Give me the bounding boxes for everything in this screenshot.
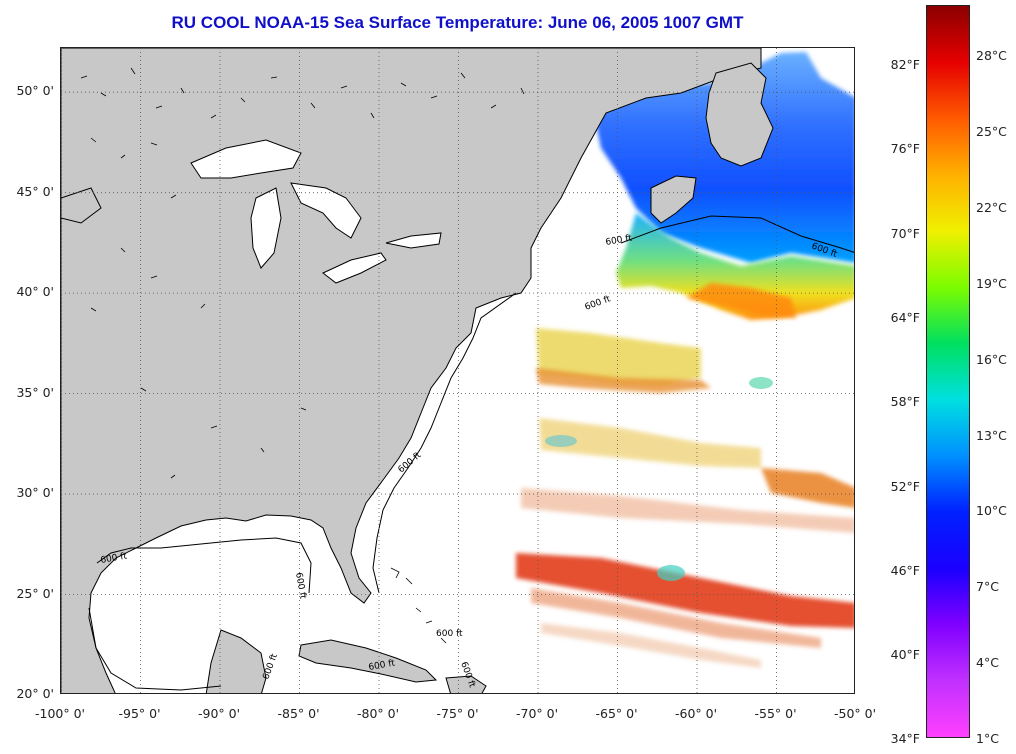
- longitude-label: -55° 0': [754, 706, 797, 721]
- colorbar-f-label: 70°F: [890, 226, 920, 241]
- longitude-label: -50° 0': [833, 706, 877, 721]
- isobath-label: 600 ft: [605, 233, 633, 248]
- colorbar-c-label: 25°C: [976, 124, 1007, 139]
- latitude-label: 30° 0': [16, 485, 54, 501]
- colorbar-c-label: 16°C: [976, 352, 1007, 367]
- latitude-label: 40° 0': [16, 284, 54, 300]
- yucatan: [205, 629, 267, 693]
- isobath-label: 600 ft: [100, 551, 128, 566]
- isobath-label: 600 ft: [436, 629, 463, 639]
- colorbar-f-label: 64°F: [890, 310, 920, 325]
- colorbar-c-label: 13°C: [976, 428, 1007, 443]
- longitude-label: -85° 0': [277, 706, 320, 721]
- isobath-label: 600 ft: [584, 294, 613, 313]
- colorbar-c-label: 28°C: [976, 48, 1007, 63]
- longitude-label: -60° 0': [674, 706, 718, 721]
- colorbar-c-label: 19°C: [976, 276, 1007, 291]
- newfoundland: [705, 62, 774, 167]
- latitude-label: 25° 0': [16, 585, 54, 601]
- isobath-lines: [88, 215, 854, 691]
- coast-detail: [80, 67, 525, 644]
- colorbar-f-label: 58°F: [890, 394, 920, 409]
- longitude-label: -100° 0': [35, 706, 85, 721]
- colorbar-c-label: 4°C: [976, 655, 999, 670]
- north-america-landmass: [61, 48, 762, 693]
- colorbar-f-label: 52°F: [890, 479, 920, 494]
- sst-swaths: [516, 328, 854, 668]
- great-lakes: [61, 139, 442, 284]
- land-masses: [61, 48, 774, 693]
- sst-map: 600 ft 600 ft 600 ft 600 ft 600 ft 600 ft 600 …: [60, 47, 855, 694]
- cuba: [298, 639, 438, 683]
- colorbar-f-label: 82°F: [890, 57, 920, 72]
- nova-scotia: [650, 175, 697, 224]
- latitude-label: 20° 0': [16, 686, 54, 701]
- colorbar-c-label: 22°C: [976, 200, 1007, 215]
- latitude-label: 35° 0': [16, 384, 54, 400]
- colorbar-c-label: 10°C: [976, 503, 1007, 518]
- isobath-label: 600 ft: [368, 658, 396, 673]
- graticule: [61, 48, 854, 693]
- hispaniola: [445, 675, 487, 693]
- temperature-colorbar: [926, 5, 970, 738]
- latitude-label: 45° 0': [16, 183, 54, 199]
- colorbar-f-label: 40°F: [890, 647, 920, 662]
- longitude-label: -70° 0': [515, 706, 559, 721]
- longitude-label: -95° 0': [118, 706, 161, 721]
- colorbar-f-label: 46°F: [890, 563, 920, 578]
- longitude-label: -80° 0': [356, 706, 400, 721]
- isobath-label: 600 ft: [293, 572, 308, 600]
- longitude-label: -65° 0': [595, 706, 638, 721]
- longitude-label: -90° 0': [197, 706, 241, 721]
- map-title: RU COOL NOAA-15 Sea Surface Temperature:…: [171, 13, 744, 32]
- colorbar-f-label: 34°F: [890, 731, 920, 746]
- colorbar-f-label: 76°F: [890, 141, 920, 156]
- latitude-label: 50° 0': [16, 83, 54, 99]
- longitude-label: -75° 0': [436, 706, 479, 721]
- colorbar-c-label: 7°C: [976, 579, 999, 594]
- colorbar-c-label: 1°C: [976, 731, 999, 746]
